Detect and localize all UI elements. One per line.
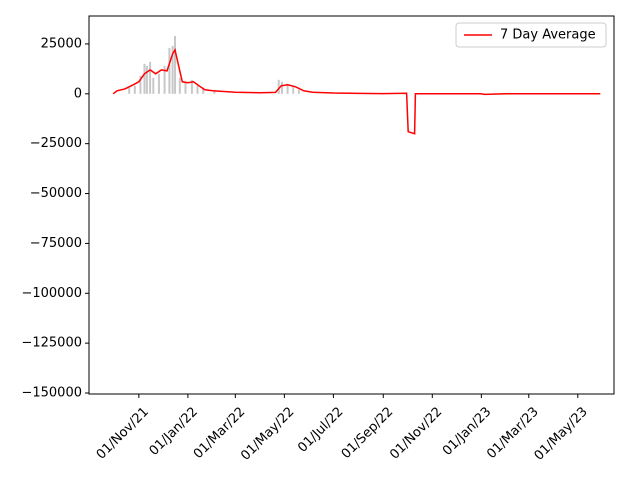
daily-bar — [163, 65, 166, 94]
daily-bar — [171, 45, 174, 94]
plot-frame — [88, 15, 615, 395]
y-tick-label: −100000 — [21, 286, 82, 301]
daily-bar — [277, 79, 280, 94]
daily-bar — [297, 89, 300, 94]
y-tick-label: −50000 — [30, 186, 82, 201]
legend-label: 7 Day Average — [500, 28, 596, 43]
daily-bar — [184, 81, 187, 94]
daily-bar — [196, 83, 199, 94]
daily-bar — [280, 81, 283, 94]
daily-bar — [202, 87, 205, 94]
y-tick-label: −150000 — [21, 386, 82, 401]
average-line — [112, 47, 601, 135]
y-tick-label: 0 — [74, 86, 82, 101]
daily-bar — [133, 85, 136, 94]
daily-bar — [190, 79, 193, 94]
daily-bar — [143, 63, 146, 94]
daily-bar — [157, 73, 160, 94]
daily-bar — [178, 77, 181, 94]
daily-bar — [139, 75, 142, 94]
daily-bar — [168, 47, 171, 94]
daily-bar — [286, 83, 289, 94]
y-tick-label: −125000 — [21, 336, 82, 351]
daily-bar — [149, 61, 152, 94]
y-tick-label: −75000 — [30, 236, 82, 251]
y-tick-label: 25000 — [41, 36, 82, 51]
daily-bar — [213, 89, 216, 94]
daily-bar — [145, 65, 148, 94]
daily-bar — [174, 35, 177, 94]
daily-bar — [292, 85, 295, 94]
daily-bar — [152, 77, 155, 94]
daily-bar — [128, 87, 131, 94]
legend-box — [455, 22, 607, 48]
y-tick-label: −25000 — [30, 136, 82, 151]
